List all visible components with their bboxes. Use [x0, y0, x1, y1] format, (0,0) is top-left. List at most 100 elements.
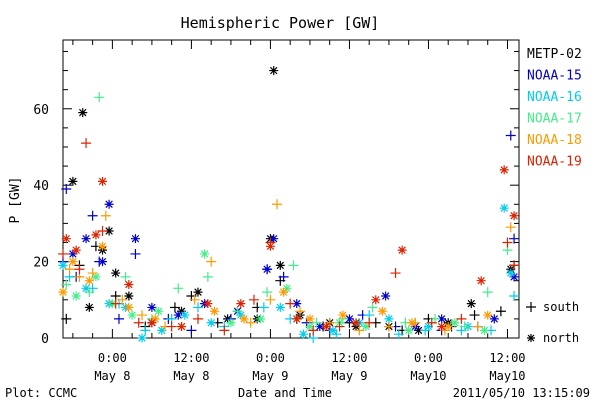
point-noaa-19-south [133, 317, 144, 328]
point-noaa-18-south [383, 321, 394, 332]
point-noaa-15-north [344, 314, 354, 324]
point-noaa-18-south [245, 317, 256, 328]
point-noaa-19-south [308, 325, 319, 336]
point-noaa-18-north [279, 287, 289, 297]
point-noaa-17-north [450, 318, 460, 328]
point-metp-02-south [61, 313, 72, 324]
point-noaa-18-south [117, 294, 128, 305]
y-tick-label: 20 [33, 256, 49, 271]
point-noaa-19-north [203, 299, 213, 309]
point-noaa-18-south [64, 264, 75, 275]
point-noaa-19-north [351, 318, 361, 328]
point-noaa-15-north [104, 199, 114, 209]
point-noaa-17-south [120, 271, 131, 282]
point-noaa-15-south [61, 184, 72, 194]
point-noaa-15-north [315, 322, 325, 332]
point-noaa-18-south [354, 325, 365, 336]
point-noaa-19-south [502, 237, 513, 248]
data-markers [58, 66, 520, 343]
point-noaa-18-north [124, 302, 134, 312]
legend: METP-02 NOAA-15 NOAA-16 NOAA-17 NOAA-18 NOAA-… [527, 47, 582, 170]
x-tick-date-label: May 8 [173, 369, 209, 383]
x-tick-time-label: 12:00 [331, 351, 367, 365]
point-noaa-17-north [305, 322, 315, 332]
point-noaa-15-north [437, 314, 447, 324]
point-noaa-19-south [74, 264, 85, 275]
point-noaa-19-south [81, 138, 92, 149]
point-noaa-19-north [98, 176, 108, 186]
point-noaa-16-north [157, 325, 167, 335]
point-noaa-19-north [91, 230, 101, 240]
point-noaa-16-north [275, 302, 285, 312]
x-tick-date-label: May10 [489, 369, 525, 383]
point-noaa-17-north [226, 318, 236, 328]
point-noaa-17-south [459, 321, 470, 332]
point-noaa-18-north [305, 314, 315, 324]
x-tick-date-label: May 9 [252, 369, 288, 383]
plot-axes: 0 20 40 60 0:00 May 8 12:00 May 8 0:00 May 9 12:00… [33, 39, 526, 383]
point-noaa-18-north [443, 322, 453, 332]
point-noaa-19-north [499, 165, 509, 175]
point-noaa-16-north [423, 322, 433, 332]
point-noaa-17-north [153, 306, 163, 316]
point-noaa-19-north [71, 245, 81, 255]
point-noaa-18-south [206, 256, 217, 267]
y-tick-label: 60 [33, 103, 49, 118]
point-noaa-17-south [202, 271, 213, 282]
x-tick-time-label: 12:00 [173, 351, 209, 365]
point-noaa-19-south [509, 260, 520, 271]
point-noaa-19-south [192, 313, 203, 324]
point-noaa-15-north [489, 314, 499, 324]
point-metp-02-south [495, 306, 506, 317]
point-noaa-16-north [81, 283, 91, 293]
point-noaa-19-north [177, 322, 187, 332]
point-noaa-19-south [58, 248, 68, 259]
point-noaa-17-north [282, 283, 292, 293]
point-noaa-15-north [130, 234, 140, 244]
point-noaa-17-north [200, 249, 210, 259]
point-noaa-15-south [505, 130, 516, 141]
point-metp-02-north [78, 108, 88, 118]
point-noaa-19-south [285, 298, 296, 309]
point-metp-02-north [84, 302, 94, 312]
point-noaa-18-north [407, 318, 417, 328]
legend-entry-metp-02: METP-02 [527, 47, 582, 62]
point-noaa-19-north [265, 241, 275, 251]
point-noaa-17-south [288, 260, 299, 271]
point-noaa-19-south [364, 317, 375, 328]
point-noaa-15-south [87, 210, 98, 221]
north-marker-label: north [543, 331, 579, 345]
point-noaa-19-south [334, 321, 345, 332]
point-noaa-19-north [292, 314, 302, 324]
point-noaa-19-south [390, 268, 401, 279]
point-noaa-16-south [509, 290, 520, 301]
x-tick-date-label: May10 [410, 369, 446, 383]
point-noaa-15-north [269, 234, 279, 244]
point-noaa-19-north [397, 245, 407, 255]
x-tick-time-label: 0:00 [414, 351, 443, 365]
point-noaa-19-south [166, 321, 177, 332]
point-metp-02-north [111, 268, 121, 278]
point-noaa-19-north [147, 318, 157, 328]
legend-entry-noaa-18: NOAA-18 [527, 133, 582, 148]
point-noaa-19-north [371, 295, 381, 305]
point-noaa-18-north [84, 276, 94, 286]
point-noaa-16-north [58, 260, 68, 270]
point-noaa-18-south [272, 199, 283, 210]
point-noaa-18-north [150, 314, 160, 324]
point-noaa-18-south [137, 310, 148, 321]
point-noaa-16-north [328, 325, 338, 335]
point-noaa-18-south [87, 268, 98, 279]
point-noaa-17-north [361, 322, 371, 332]
point-noaa-16-south [140, 325, 151, 336]
point-noaa-18-north [239, 314, 249, 324]
point-noaa-15-north [509, 272, 519, 282]
point-noaa-18-north [209, 306, 219, 316]
north-marker-symbol [527, 334, 535, 342]
point-noaa-18-south [189, 294, 200, 305]
point-metp-02-north [466, 299, 476, 309]
x-tick-date-label: May 8 [94, 369, 130, 383]
point-noaa-18-south [472, 321, 483, 332]
point-noaa-15-north [68, 249, 78, 259]
